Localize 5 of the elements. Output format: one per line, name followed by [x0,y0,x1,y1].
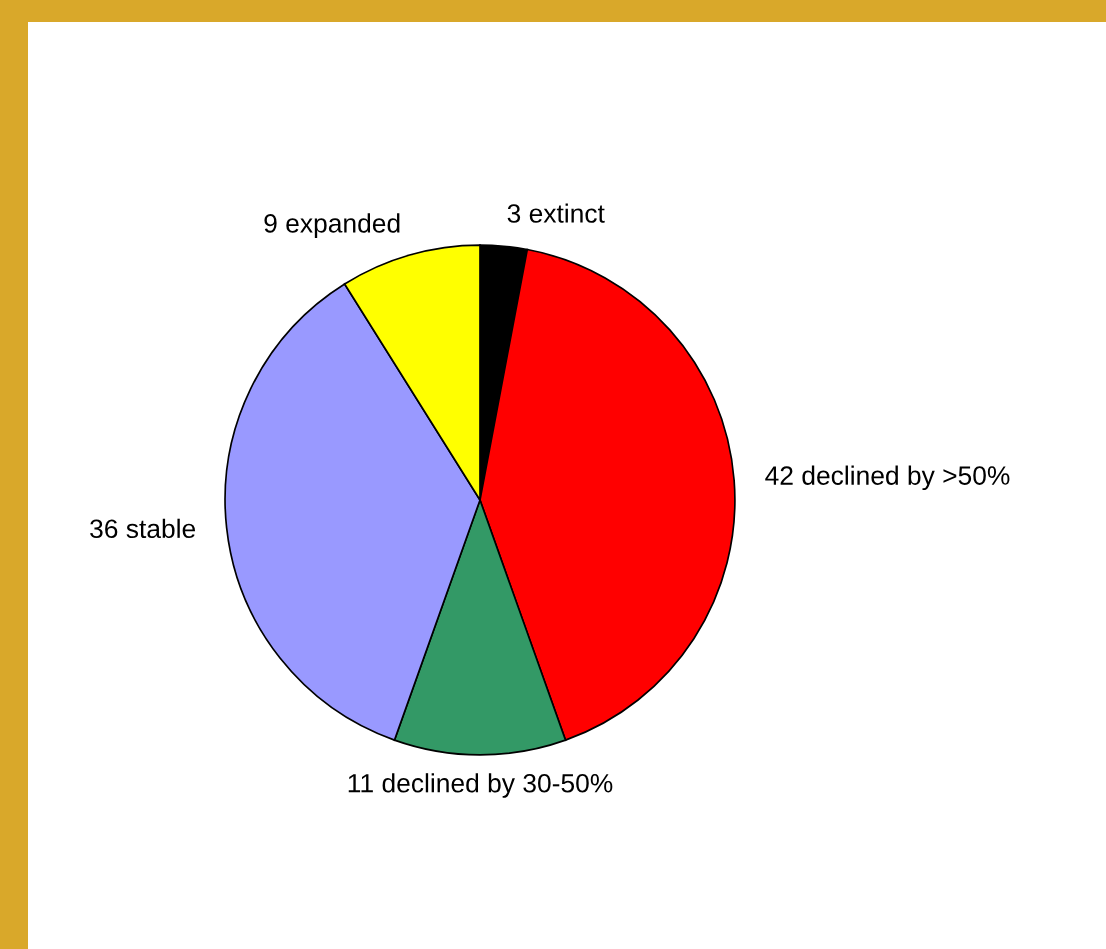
slice-label: 36 stable [90,518,196,539]
slice-label: 42 declined by >50% [765,465,1010,491]
slice-label: 3 extinct [507,203,605,223]
slice-label: 11 declined by 30-50% [348,773,613,798]
slice-label: 9 expanded [264,213,400,238]
